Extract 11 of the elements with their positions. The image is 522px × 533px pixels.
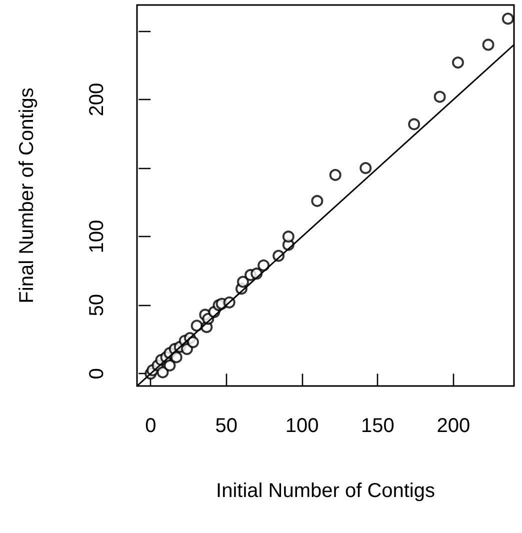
y-tick-label: 0 <box>86 368 108 380</box>
x-tick-label: 200 <box>436 415 470 437</box>
y-axis-title: Final Number of Contigs <box>16 88 38 304</box>
x-tick-label: 0 <box>145 415 156 437</box>
y-tick-label: 50 <box>86 294 108 316</box>
y-tick-label: 100 <box>86 220 108 254</box>
x-tick-label: 50 <box>215 415 238 437</box>
y-tick-label: 200 <box>86 82 108 116</box>
x-tick-label: 150 <box>361 415 394 437</box>
x-axis-title: Initial Number of Contigs <box>216 480 435 502</box>
x-tick-label: 100 <box>285 415 319 437</box>
